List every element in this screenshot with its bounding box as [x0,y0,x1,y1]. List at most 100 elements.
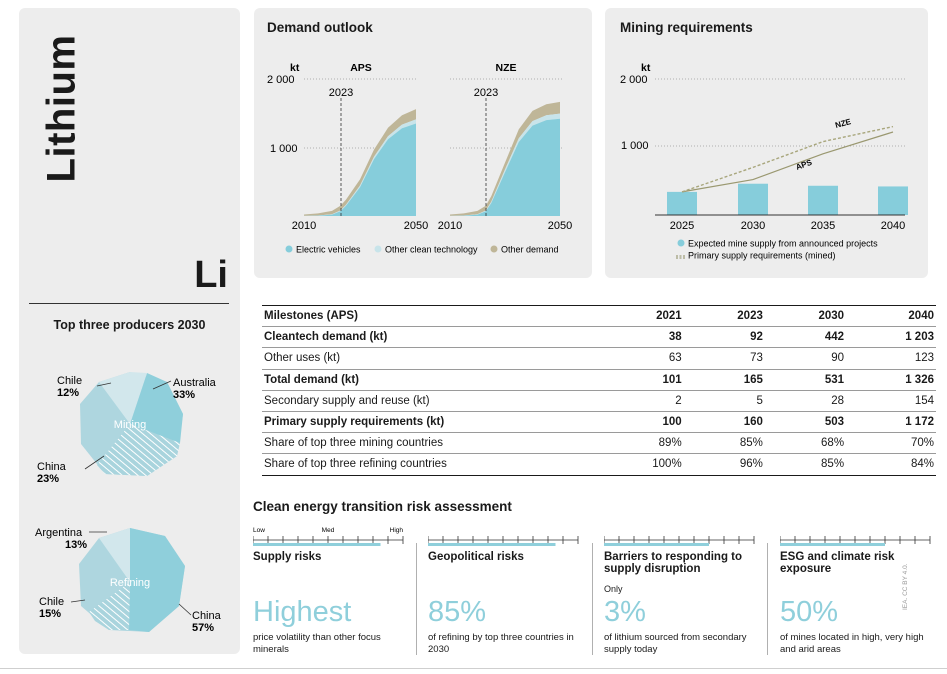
mining-china-country: China [37,461,67,473]
aps-marker-label: 2023 [329,87,353,99]
risk-value: Highest [253,596,352,628]
mining-australia-country: Australia [173,377,217,389]
milestones-header-2023: 2023 [737,310,763,323]
row-value: 165 [743,373,763,386]
risk-level-bar [253,543,381,546]
milestones-header: Milestones (APS) 2021 2023 2030 2040 [262,305,936,327]
risk-scale-label-low: Low [253,527,265,534]
refining-label: Refining [110,577,150,589]
element-panel: Lithium Li Top three producers 2030 Mini… [19,8,240,654]
mining-xtick-2030: 2030 [741,220,765,232]
mining-bars [667,183,908,215]
demand-title: Demand outlook [267,20,373,35]
risk-level-bar [428,543,556,546]
risk-separator-3 [767,543,768,655]
aps-title: APS [350,62,372,74]
aps-x-start: 2010 [292,220,316,232]
row-value: 123 [914,352,934,365]
producers-pies: Mining Australia 33% China 23% Chile 12%… [35,372,222,634]
nze-x-start: 2010 [438,220,462,232]
area-other-demand [304,109,416,216]
refining-pie: Refining [79,528,185,632]
table-row: Primary supply requirements (kt) 100 160… [262,411,936,432]
risk-geopolitical: Geopolitical risks 85% of refining by to… [428,526,593,656]
element-symbol: Li [194,254,228,296]
milestones-header-2030: 2030 [818,310,845,323]
table-row: Share of top three refining countries 10… [262,453,936,475]
mining-chart: kt 2 000 1 000 NZE APS 2025 2030 2035 2040 … [620,62,908,261]
legend-primary-supply: Primary supply requirements (mined) [688,251,836,261]
aps-area-plot [304,109,416,216]
refining-callouts: China 57% Chile 15% Argentina 13% [35,527,222,634]
risk-scale [604,536,755,546]
mining-xtick-2035: 2035 [811,220,835,232]
row-label: Share of top three refining countries [264,458,447,471]
risk-separator-1 [416,543,417,655]
refining-chile-share: 15% [39,608,61,620]
aps-line-label: APS [795,158,814,172]
mine-supply-bar-2030 [738,183,768,215]
demand-chart: kt 2 000 1 000 APS NZE 2023 2023 2010 20… [267,62,572,255]
row-value: 531 [824,373,845,386]
table-row: Share of top three mining countries 89% … [262,432,936,454]
row-label: Other uses (kt) [264,352,341,365]
legend-mine-supply: Expected mine supply from announced proj… [688,239,878,249]
nze-area-plot [450,101,560,216]
row-value: 96% [739,458,763,471]
mine-supply-bar-2035 [808,185,838,215]
risk-name: Barriers to responding to supply disrupt… [604,551,743,575]
area-electric-vehicles [450,118,560,216]
nze-marker-label: 2023 [474,87,498,99]
refining-argentina-share: 13% [65,539,87,551]
legend-other-demand-dot [490,245,498,253]
row-value: 68% [821,437,845,450]
row-value: 85% [739,437,763,450]
risk-supply: Low Med High Supply risks Highest price vo… [253,526,418,656]
aps-x-end: 2050 [404,220,428,232]
row-value: 85% [821,458,845,471]
risk-desc: of lithium sourced from secondary supply… [604,632,747,655]
risk-desc: of refining by top three countries in 20… [428,632,574,655]
risk-level-bar [604,543,709,546]
nze-line-label: NZE [834,117,852,130]
mining-xtick-2025: 2025 [670,220,694,232]
milestones-header-2021: 2021 [656,310,682,323]
legend-ev: Electric vehicles [296,245,361,255]
row-label: Share of top three mining countries [264,437,443,450]
mining-slice-china [97,424,180,476]
mining-title: Mining requirements [620,20,753,35]
row-value: 1 172 [905,416,934,429]
row-value: 92 [750,331,763,344]
refining-argentina-country: Argentina [35,527,83,539]
row-value: 38 [668,331,682,344]
credit: IEA. CC BY 4.0. [902,563,909,610]
nze-x-end: 2050 [548,220,572,232]
mining-lines [681,125,894,193]
risk-title: Clean energy transition risk assessment [253,499,512,514]
risk-pre: Only [604,584,623,594]
risk-barriers: Barriers to responding to supply disrupt… [604,526,769,656]
mining-chile-share: 12% [57,387,79,399]
row-value: 154 [914,394,934,407]
mining-australia-share: 33% [173,389,195,401]
primary-supply-line-nze [681,125,894,193]
table-row: Cleantech demand (kt) 38 92 442 1 203 [262,326,936,348]
demand-unit: kt [290,62,300,74]
row-value: 90 [831,352,845,365]
demand-panel: Demand outlook kt 2 000 1 000 APS NZE 20… [254,8,592,278]
risk-level-bar [780,543,885,546]
refining-slice-argentina [99,528,130,582]
risk-value: 3% [604,596,646,628]
demand-ytick-2000: 2 000 [267,74,295,86]
risk-name: Geopolitical risks [428,551,524,563]
legend-mine-supply-dot [677,239,685,247]
risk-scale [780,536,931,546]
risk-name: Supply risks [253,551,322,563]
row-label: Secondary supply and reuse (kt) [264,394,430,407]
refining-china-share: 57% [192,622,214,634]
row-value: 442 [824,331,845,344]
refining-slice-chile [89,582,130,630]
row-label: Primary supply requirements (kt) [264,416,445,429]
risk-desc: of mines located in high, very high and … [780,632,924,655]
row-value: 1 326 [905,373,934,386]
